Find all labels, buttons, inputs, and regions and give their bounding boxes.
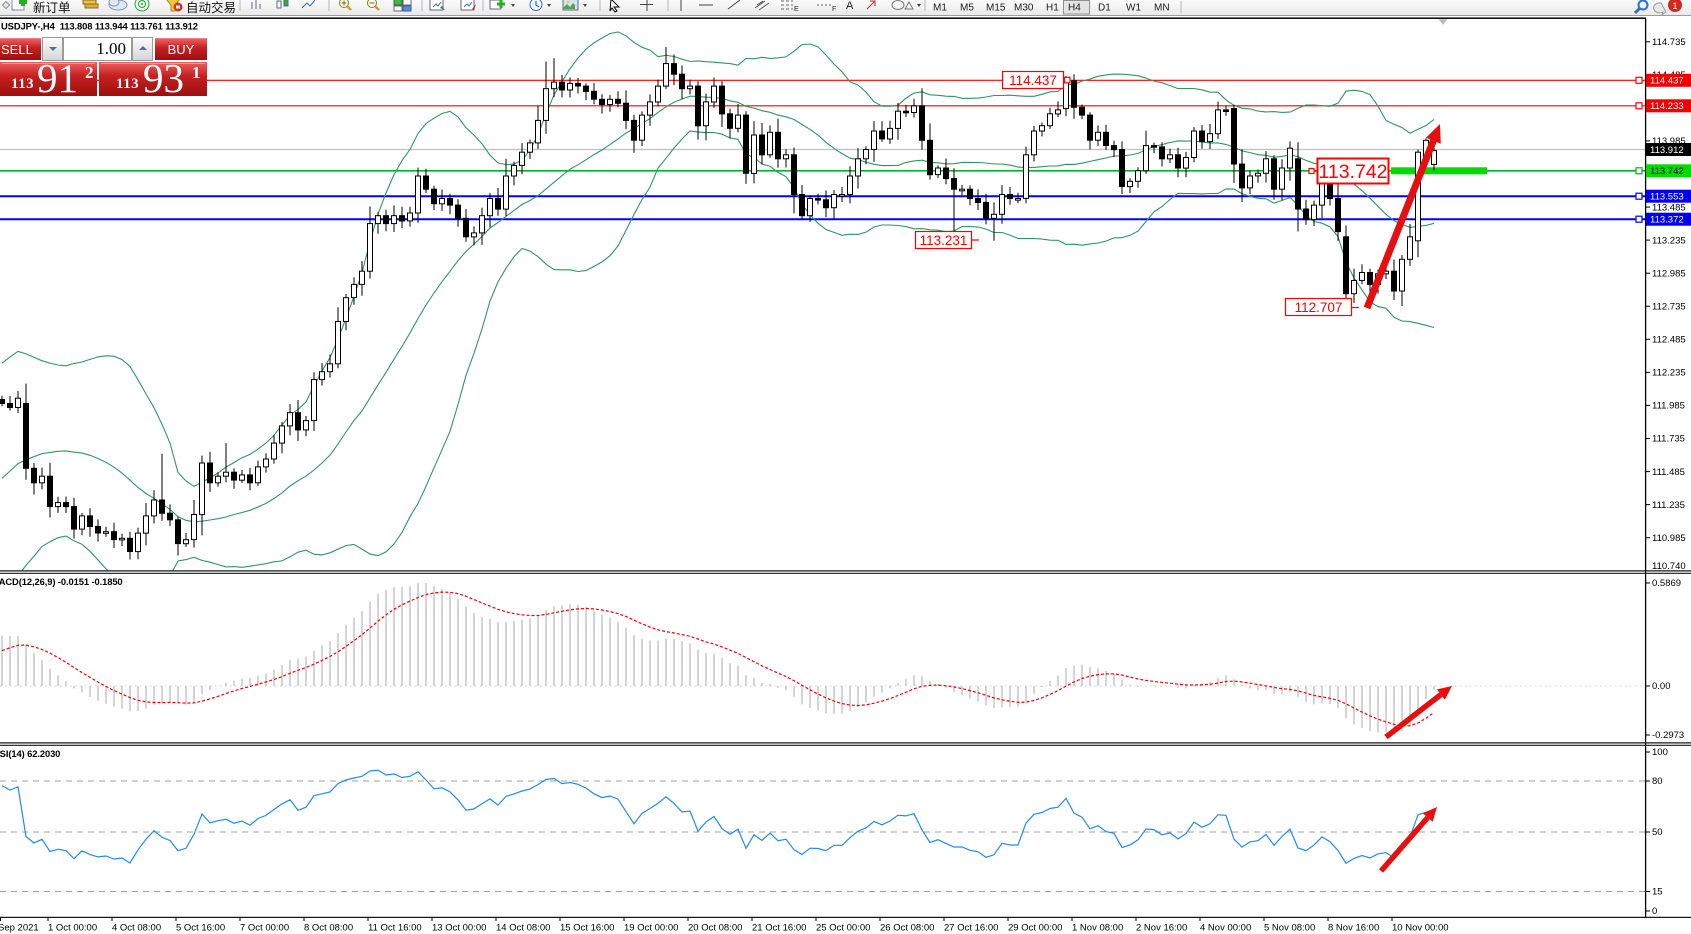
svg-text:M30: M30 [1014, 3, 1034, 14]
svg-text:113.553: 113.553 [1650, 192, 1684, 203]
svg-text:113.742: 113.742 [1650, 166, 1684, 177]
svg-text:113.235: 113.235 [1652, 235, 1686, 246]
svg-text:D1: D1 [1098, 3, 1111, 14]
svg-text:80: 80 [1652, 776, 1663, 787]
svg-text:4 Oct 08:00: 4 Oct 08:00 [112, 923, 161, 934]
svg-text:27 Oct 16:00: 27 Oct 16:00 [944, 923, 998, 934]
svg-text:1 Nov 08:00: 1 Nov 08:00 [1072, 923, 1123, 934]
svg-text:RSI(14) 62.2030: RSI(14) 62.2030 [0, 748, 60, 759]
svg-text:-0.2973: -0.2973 [1652, 730, 1684, 741]
svg-text:M1: M1 [933, 3, 947, 14]
svg-text:H1: H1 [1046, 3, 1059, 14]
svg-text:112.735: 112.735 [1652, 301, 1686, 312]
svg-text:29 Oct 00:00: 29 Oct 00:00 [1008, 923, 1062, 934]
svg-text:114.233: 114.233 [1650, 101, 1684, 112]
svg-text:W1: W1 [1126, 3, 1141, 14]
svg-text:5 Nov 08:00: 5 Nov 08:00 [1264, 923, 1315, 934]
svg-text:19 Oct 00:00: 19 Oct 00:00 [624, 923, 678, 934]
svg-text:111.235: 111.235 [1652, 500, 1685, 511]
svg-text:0: 0 [1652, 906, 1657, 917]
svg-text:111.485: 111.485 [1652, 467, 1685, 478]
svg-text:2 Nov 16:00: 2 Nov 16:00 [1136, 923, 1187, 934]
svg-text:7 Oct 00:00: 7 Oct 00:00 [240, 923, 289, 934]
svg-text:USDJPY-,H4 113.808 113.944 11: USDJPY-,H4 113.808 113.944 113.761 113.9… [1, 21, 198, 32]
svg-text:M5: M5 [960, 3, 974, 14]
svg-text:10 Nov 00:00: 10 Nov 00:00 [1392, 923, 1449, 934]
svg-text:13 Oct 00:00: 13 Oct 00:00 [432, 923, 486, 934]
svg-text:110.985: 110.985 [1652, 533, 1686, 544]
svg-text:MN: MN [1154, 3, 1170, 14]
svg-text:112.985: 112.985 [1652, 268, 1686, 279]
svg-text:100: 100 [1652, 747, 1668, 758]
svg-text:5 Oct 16:00: 5 Oct 16:00 [176, 923, 225, 934]
svg-text:112.485: 112.485 [1652, 335, 1686, 346]
svg-text:15: 15 [1652, 887, 1663, 898]
svg-text:110.740: 110.740 [1652, 561, 1686, 572]
svg-text:11 Oct 16:00: 11 Oct 16:00 [368, 923, 422, 934]
svg-text:1: 1 [1673, 1, 1678, 11]
svg-text:0.5869: 0.5869 [1652, 578, 1681, 589]
svg-text:114.735: 114.735 [1652, 37, 1686, 48]
svg-text:111.735: 111.735 [1652, 434, 1685, 445]
svg-text:8 Oct 08:00: 8 Oct 08:00 [304, 923, 353, 934]
svg-text:0.00: 0.00 [1652, 681, 1671, 692]
svg-text:112.235: 112.235 [1652, 368, 1686, 379]
svg-text:15 Oct 16:00: 15 Oct 16:00 [560, 923, 614, 934]
svg-text:4 Nov 00:00: 4 Nov 00:00 [1200, 923, 1251, 934]
svg-text:113.231: 113.231 [920, 233, 968, 248]
svg-text:21 Oct 16:00: 21 Oct 16:00 [752, 923, 806, 934]
svg-text:20 Oct 08:00: 20 Oct 08:00 [688, 923, 742, 934]
svg-text:114.437: 114.437 [1650, 76, 1684, 87]
svg-text:E: E [794, 6, 799, 13]
svg-text:F: F [832, 6, 836, 13]
svg-text:50: 50 [1652, 827, 1663, 838]
svg-text:113.742: 113.742 [1318, 161, 1387, 183]
svg-text:Sep 2021: Sep 2021 [0, 923, 39, 934]
svg-text:113.912: 113.912 [1650, 145, 1684, 156]
svg-text:113.372: 113.372 [1650, 215, 1684, 226]
svg-text:111.985: 111.985 [1652, 401, 1685, 412]
svg-text:113.985: 113.985 [1652, 136, 1686, 147]
svg-text:113.485: 113.485 [1652, 202, 1686, 213]
svg-text:114.437: 114.437 [1009, 73, 1057, 88]
svg-text:A: A [846, 0, 854, 12]
svg-text:H4: H4 [1068, 3, 1081, 14]
svg-text:MACD(12,26,9) -0.0151 -0.1850: MACD(12,26,9) -0.0151 -0.1850 [0, 576, 123, 587]
svg-text:M15: M15 [986, 3, 1006, 14]
svg-text:8 Nov 16:00: 8 Nov 16:00 [1328, 923, 1379, 934]
svg-text:14 Oct 08:00: 14 Oct 08:00 [496, 923, 550, 934]
svg-text:25 Oct 00:00: 25 Oct 00:00 [816, 923, 870, 934]
svg-text:1 Oct 00:00: 1 Oct 00:00 [48, 923, 97, 934]
svg-text:112.707: 112.707 [1295, 300, 1343, 315]
svg-text:26 Oct 08:00: 26 Oct 08:00 [880, 923, 934, 934]
